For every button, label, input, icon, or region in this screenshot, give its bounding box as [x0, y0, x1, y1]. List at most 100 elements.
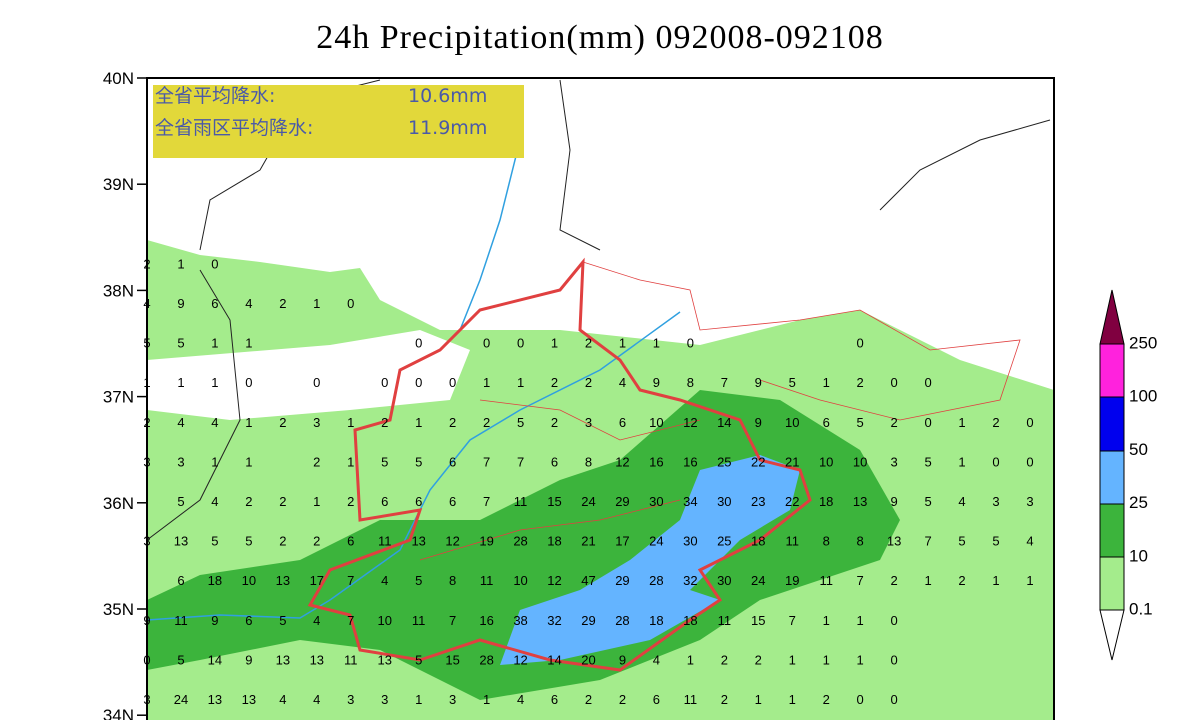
title: 24h Precipitation(mm) 092008-092108 — [316, 19, 884, 56]
grid-value: 13 — [887, 534, 901, 549]
grid-value: 5 — [177, 652, 184, 667]
grid-value: 0 — [143, 652, 150, 667]
grid-value: 0 — [245, 375, 252, 390]
grid-value: 2 — [143, 256, 150, 271]
grid-value: 6 — [177, 573, 184, 588]
grid-value: 1 — [823, 613, 830, 628]
grid-value: 10 — [242, 573, 256, 588]
grid-value: 1 — [347, 415, 354, 430]
grid-value: 3 — [313, 415, 320, 430]
colorbar-label: 50 — [1129, 440, 1148, 459]
grid-value: 1 — [857, 652, 864, 667]
grid-value: 4 — [958, 494, 965, 509]
grid-value: 6 — [211, 296, 218, 311]
grid-value: 2 — [721, 652, 728, 667]
grid-value: 10 — [649, 415, 663, 430]
grid-value: 20 — [581, 652, 595, 667]
grid-value: 29 — [615, 573, 629, 588]
grid-value: 11 — [785, 534, 799, 549]
colorbar-seg — [1099, 450, 1125, 505]
grid-value: 5 — [789, 375, 796, 390]
grid-value: 15 — [547, 494, 561, 509]
grid-value: 25 — [717, 534, 731, 549]
grid-value: 1 — [415, 692, 422, 707]
grid-value: 13 — [310, 652, 324, 667]
rain-gap — [147, 330, 470, 420]
grid-value: 1 — [347, 454, 354, 469]
grid-value: 4 — [1026, 534, 1033, 549]
grid-value: 1 — [619, 336, 626, 351]
grid-value: 2 — [143, 415, 150, 430]
grid-value: 2 — [483, 415, 490, 430]
grid-value: 13 — [276, 652, 290, 667]
grid-value: 29 — [615, 494, 629, 509]
grid-value: 16 — [683, 454, 697, 469]
grid-value: 12 — [445, 534, 459, 549]
grid-value: 11 — [718, 613, 732, 628]
info-label: 全省平均降水: — [155, 85, 275, 107]
grid-value: 1 — [687, 652, 694, 667]
grid-value: 10 — [513, 573, 527, 588]
grid-value: 3 — [585, 415, 592, 430]
grid-value: 0 — [924, 375, 931, 390]
grid-value: 3 — [143, 454, 150, 469]
info-value: 10.6mm — [408, 85, 487, 107]
colorbar-seg — [1099, 343, 1125, 398]
grid-value: 2 — [721, 692, 728, 707]
grid-value: 4 — [313, 613, 320, 628]
grid-value: 4 — [143, 296, 150, 311]
grid-value: 2 — [619, 692, 626, 707]
lat-label: 34N — [103, 706, 134, 720]
grid-value: 2 — [585, 336, 592, 351]
grid-value: 11 — [514, 494, 528, 509]
grid-value: 7 — [857, 573, 864, 588]
grid-value: 25 — [717, 454, 731, 469]
colorbar-seg — [1099, 503, 1125, 558]
grid-value: 16 — [479, 613, 493, 628]
grid-value: 9 — [755, 415, 762, 430]
grid-value: 19 — [785, 573, 799, 588]
frame — [146, 77, 1055, 720]
county-lines — [419, 261, 1021, 561]
grid-value: 2 — [347, 494, 354, 509]
grid-value: 7 — [347, 613, 354, 628]
grid-value: 2 — [755, 652, 762, 667]
colorbar-label: 100 — [1129, 387, 1157, 406]
grid-value: 1 — [313, 296, 320, 311]
grid-value: 8 — [857, 534, 864, 549]
grid-value: 3 — [347, 692, 354, 707]
grid-value: 6 — [823, 415, 830, 430]
grid-value: 15 — [445, 652, 459, 667]
grid-value: 1 — [245, 454, 252, 469]
grid-value: 18 — [751, 534, 765, 549]
river — [147, 139, 681, 621]
grid-value: 10 — [853, 454, 867, 469]
grid-value: 5 — [279, 613, 286, 628]
grid-value: 1 — [177, 375, 184, 390]
boundary — [147, 79, 1051, 541]
grid-value: 4 — [653, 652, 660, 667]
grid-value: 2 — [551, 415, 558, 430]
grid-value: 13 — [276, 573, 290, 588]
grid-value: 5 — [958, 534, 965, 549]
grid-value: 3 — [449, 692, 456, 707]
grid-value: 1 — [551, 336, 558, 351]
grid-value: 9 — [755, 375, 762, 390]
grid-value: 0 — [857, 692, 864, 707]
grid-value: 3 — [143, 534, 150, 549]
grid-value: 2 — [449, 415, 456, 430]
grid-value: 18 — [208, 573, 222, 588]
grid-value: 7 — [347, 573, 354, 588]
grid-value: 0 — [1026, 454, 1033, 469]
grid-value: 1 — [483, 375, 490, 390]
grid-value: 21 — [581, 534, 595, 549]
grid-value: 10 — [819, 454, 833, 469]
grid-value: 17 — [615, 534, 629, 549]
grid-value: 7 — [449, 613, 456, 628]
grid-value: 2 — [313, 454, 320, 469]
grid-value: 30 — [717, 494, 731, 509]
grid-value: 5 — [517, 415, 524, 430]
grid-value: 5 — [924, 454, 931, 469]
grid-value: 11 — [174, 613, 188, 628]
grid-value: 8 — [449, 573, 456, 588]
